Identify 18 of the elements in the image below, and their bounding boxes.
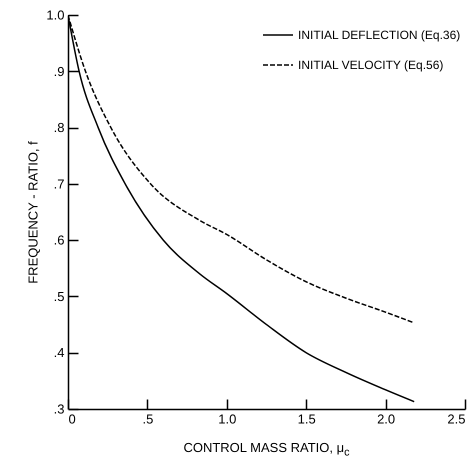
y-tick-label: .9 [54,64,64,79]
y-tick-label: .7 [54,176,64,192]
y-tick-label: .5 [54,288,64,304]
x-tick-label: 2.0 [377,412,396,426]
x-tick-label: 1.5 [298,412,316,426]
x-tick-label: 2.5 [447,412,466,426]
legend-label: INITIAL DEFLECTION (Eq.36) [298,28,460,42]
y-tick-label: .8 [54,120,64,136]
y-tick-label: .3 [54,402,64,416]
y-axis-title: FREQUENCY - RATIO, f [25,140,40,284]
y-tick-label: 1.0 [46,8,64,22]
x-axis-title: CONTROL MASS RATIO, μ$_{c}$ [182,440,351,459]
x-tick-label: 0 [68,412,76,426]
x-tick-label: 1.0 [218,412,236,426]
y-tick-label: .6 [54,232,64,248]
x-tick-label: .5 [142,412,154,426]
legend-label: INITIAL VELOCITY (Eq.56) [298,58,444,72]
y-tick-label: .4 [54,345,64,360]
